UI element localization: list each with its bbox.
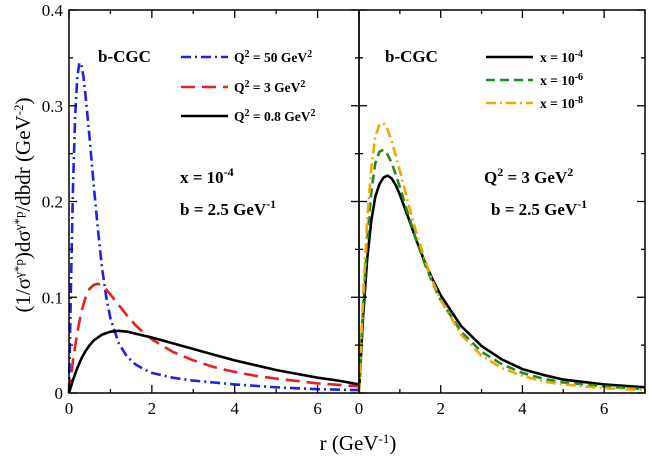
x-tick-label: 2 (436, 399, 445, 418)
y-tick-label: 0 (55, 384, 64, 403)
series-line-1-2 (357, 121, 646, 394)
left-legend: Q2 = 50 GeV2 Q2 = 3 GeV2 Q2 = 0.8 GeV2 (181, 49, 315, 125)
series-line-0-1 (67, 282, 360, 394)
right-panel: 0 2 4 6 b-CGC Q2 = 3 GeV2 b = 2.5 GeV-1 x =… (355, 9, 646, 418)
legend-label-x-1e-8: x = 10-8 (540, 95, 583, 112)
x-tick-label: 6 (600, 399, 609, 418)
x-tick-label: 6 (313, 399, 322, 418)
left-annotation-x: x = 10-4 (180, 165, 234, 187)
y-tick-label: 0.2 (42, 193, 63, 212)
series-line-1-1 (357, 148, 646, 394)
legend-label-q2-0.8: Q2 = 0.8 GeV2 (234, 108, 315, 125)
y-tick-label: 0.4 (42, 1, 64, 20)
x-tick-label: 2 (148, 399, 157, 418)
left-model-label: b-CGC (98, 47, 151, 66)
right-model-label: b-CGC (385, 47, 438, 66)
y-axis-title: (1/σγ*p)dσγ*p/dbdr (GeV-2) (11, 97, 36, 312)
series-line-1-0 (357, 174, 646, 394)
right-annotation-b: b = 2.5 GeV-1 (491, 197, 587, 219)
legend-label-q2-3: Q2 = 3 GeV2 (234, 79, 305, 96)
legend-label-x-1e-4: x = 10-4 (540, 49, 583, 66)
x-axis-title: r (GeV-1) (320, 431, 397, 456)
x-tick-label: 0 (65, 399, 74, 418)
y-tick-label: 0.3 (42, 97, 63, 116)
series-line-0-0 (67, 61, 360, 394)
right-legend: x = 10-4 x = 10-6 x = 10-8 (486, 49, 583, 112)
right-annotation-q2: Q2 = 3 GeV2 (484, 165, 573, 187)
y-tick-label: 0.1 (42, 288, 63, 307)
left-annotation-b: b = 2.5 GeV-1 (180, 197, 276, 219)
x-tick-label: 0 (355, 399, 364, 418)
x-tick-label: 4 (230, 399, 239, 418)
legend-label-q2-50: Q2 = 50 GeV2 (234, 49, 312, 66)
legend-label-x-1e-6: x = 10-6 (540, 72, 583, 89)
left-panel: 0 2 4 6 0 0.1 0.2 0.3 0.4 b-CGC x = 10-4 b = 2.5… (42, 1, 360, 418)
x-tick-label: 4 (518, 399, 527, 418)
series-line-0-2 (67, 329, 360, 394)
